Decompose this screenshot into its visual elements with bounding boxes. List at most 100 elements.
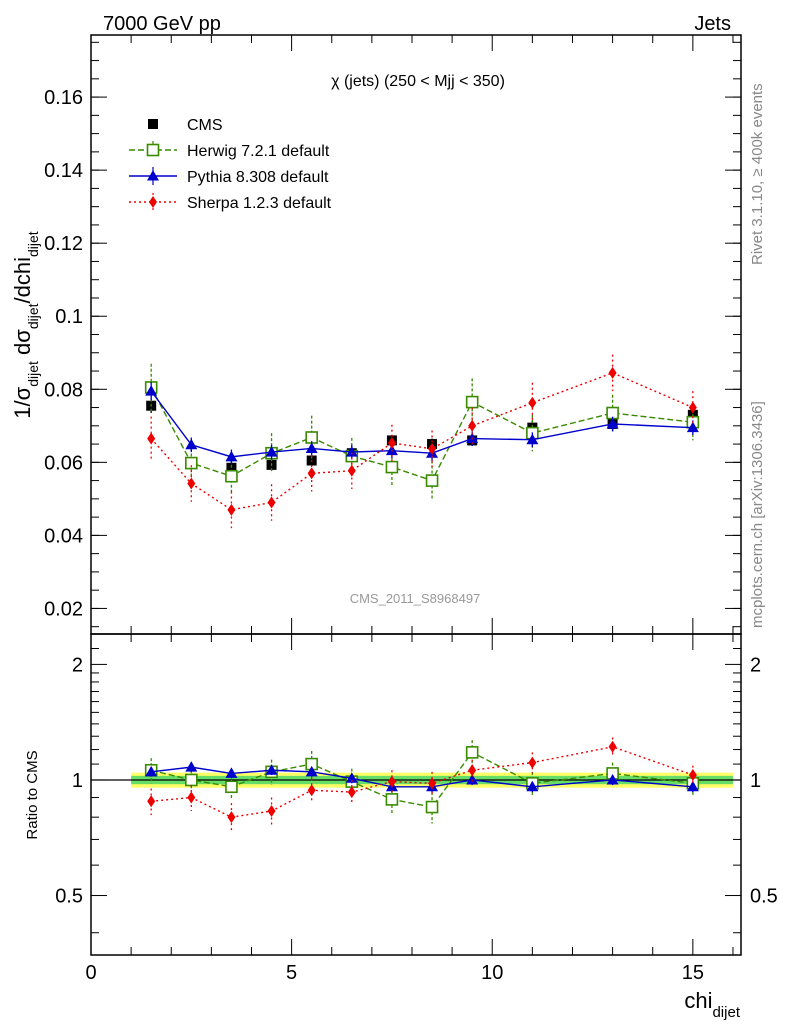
series-herwig [144,363,700,501]
data-point [606,773,619,785]
series-sherpa [147,354,697,529]
watermark: CMS_2011_S8968497 [350,591,481,606]
data-point [185,438,198,450]
data-point [187,791,196,804]
series-line-sherpa [151,746,694,818]
data-point [465,746,479,759]
y-tick-label-right: 0.5 [750,886,778,908]
main-y-axis-label: 1/σdijet dσdijet/dchidijet [10,231,41,419]
data-point [225,767,238,778]
legend-label: Sherpa 1.2.3 default [187,195,332,212]
data-point [185,456,198,470]
data-point [225,780,238,794]
data-point [465,395,479,409]
data-point [307,467,316,480]
mcplots-label: mcplots.cern.ch [arXiv:1306.3436] [749,401,766,628]
data-point [185,761,198,772]
data-point [305,442,318,453]
data-point [345,772,358,783]
data-point [227,503,236,516]
legend-entry-cms: CMS [148,117,223,134]
data-point [347,464,356,477]
legend-entry-herwig: Herwig 7.2.1 default [129,141,330,160]
series-pythia [145,761,699,793]
data-point [428,777,437,790]
legend-label: Pythia 8.308 default [187,169,329,186]
data-point [608,366,617,379]
data-point [425,800,439,814]
data-point [387,436,396,449]
series-sherpa [147,737,697,833]
legend-entry-sherpa: Sherpa 1.2.3 default [129,193,332,212]
header-right: Jets [694,13,731,35]
data-point [387,775,396,788]
header-left: 7000 GeV pp [103,13,221,35]
data-point [225,450,238,462]
data-point [187,477,196,490]
chart-title: χ (jets) (250 < Mjj < 350) [331,73,505,90]
legend-entry-pythia: Pythia 8.308 default [129,167,329,186]
data-point [385,793,399,806]
series-line-herwig [151,751,693,808]
legend-label: Herwig 7.2.1 default [187,143,330,160]
main-y-ticks: 0.02 0.04 0.06 0.08 0.1 0.12 0.14 0.16 [44,41,741,628]
data-point [528,396,537,409]
legend-label: CMS [187,117,223,134]
data-point [145,385,158,396]
y-tick-label-right: 2 [750,654,761,676]
data-point [468,419,477,432]
main-x-ticks [90,35,734,634]
legend-marker [148,119,158,129]
series-line-herwig [150,387,693,482]
legend-marker [147,170,159,181]
x-tick-label: 10 [481,962,503,984]
data-point [147,432,156,445]
data-point [688,401,697,414]
ratio-plot-area: 0.5 0.5 1 1 2 2 0 5 10 15 [55,634,778,984]
legend-marker [146,143,160,157]
legend-marker [149,196,157,208]
y-tick-label: 0.12 [44,233,83,255]
data-point [608,740,617,753]
y-tick-label: 0.02 [44,598,83,620]
data-point [345,446,358,457]
ratio-x-ticks: 0 5 10 15 [85,634,734,984]
data-point [265,446,278,457]
data-point [526,780,539,792]
data-point [226,462,237,473]
data-point [225,469,238,483]
y-tick-label: 0.14 [44,160,83,182]
y-tick-label: 0.5 [55,886,83,908]
series-line-pythia [150,390,693,458]
x-tick-label: 0 [85,962,96,984]
data-point [688,769,697,782]
data-point [227,811,236,824]
data-point [686,421,699,433]
legend: CMS Herwig 7.2.1 default Pythia 8.308 defa… [129,117,332,212]
main-panel: χ (jets) (250 < Mjj < 350) 1/σdijet dσdi… [10,34,742,635]
data-point [425,474,439,487]
x-tick-label: 15 [682,962,704,984]
data-point [428,442,437,455]
data-point [307,784,316,797]
y-tick-label: 0.08 [44,379,83,401]
data-point [145,765,158,777]
data-point [147,795,156,808]
ratio-frame [90,633,742,956]
data-point [265,764,278,775]
data-point [185,773,198,787]
y-tick-label: 1 [72,770,83,792]
data-point [466,773,479,785]
data-point [305,765,318,777]
data-point [606,417,619,429]
y-tick-label: 0.04 [44,525,83,547]
x-axis-label: chidijet [684,988,740,1021]
data-point [468,764,477,777]
data-point [347,786,356,799]
data-point [528,756,537,769]
series-pythia [145,381,699,465]
y-tick-label: 0.1 [55,306,83,328]
series-line-sherpa [150,372,694,511]
x-tick-label: 5 [286,962,297,984]
series-line-pythia [151,766,693,788]
